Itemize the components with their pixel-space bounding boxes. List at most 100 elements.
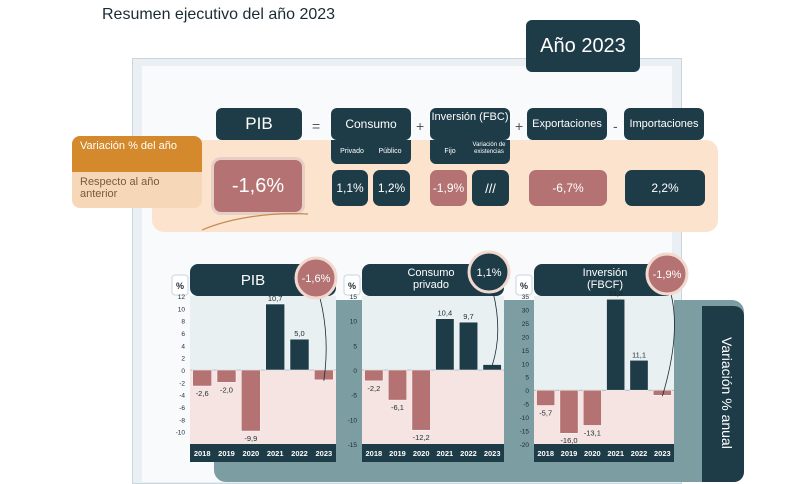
side-legend-top: Variación % del año: [72, 136, 202, 172]
chart2-bar-2020: [411, 369, 431, 431]
consumo-sub-privado: Privado: [340, 148, 364, 155]
operator-plus-2: +: [515, 118, 524, 134]
chart3-x-tick-2023: 2023: [654, 449, 671, 458]
operator-equals: =: [312, 118, 321, 134]
chart2-badge-label: 1,1%: [476, 267, 501, 279]
chart3-negative-area: [534, 390, 674, 444]
chart2-tick-6: -15: [348, 442, 358, 449]
chart2-tick-2: 5: [353, 343, 357, 350]
chart2-data-label-2021: 10,4: [438, 309, 453, 318]
chart2-positive-area: [362, 296, 504, 370]
chart1-x-axis: [190, 444, 336, 462]
chart2-tick-3: 0: [353, 368, 357, 375]
chart1-data-label-2019: -2,0: [220, 385, 233, 394]
chart1-unit-label: %: [176, 281, 184, 291]
chart3-tick-7: 0: [525, 388, 529, 395]
chart1-x-tick-2023: 2023: [315, 449, 332, 458]
annual-variation-tab: [702, 306, 744, 482]
chart1-negative-area: [190, 370, 336, 444]
chart3-title-line2: (FBCF): [587, 279, 623, 291]
chart1-badge-circle: [294, 256, 338, 300]
chart1-x-tick-2019: 2019: [218, 449, 235, 458]
chart1-data-label-2021: 10,7: [268, 294, 283, 303]
chart1-x-tick-2021: 2021: [267, 449, 284, 458]
chart3-tick-11: -20: [520, 442, 530, 449]
chart2-data-label-2018: -2,2: [367, 384, 380, 393]
chart3-bar-2023: [652, 389, 672, 396]
chart3-bar-2018: [536, 389, 556, 406]
chart2-tick-0: 15: [350, 294, 358, 301]
chart2-title-line1: Consumo: [407, 267, 454, 279]
chart3-x-tick-2022: 2022: [631, 449, 648, 458]
chart1-tick-1: 10: [178, 306, 186, 313]
chart2-tick-5: -10: [348, 417, 358, 424]
side-legend-bottom: Respecto al año anterior: [72, 172, 202, 208]
chart3-x-tick-2019: 2019: [561, 449, 578, 458]
chart2-tick-4: -5: [351, 393, 357, 400]
chart3-badge-leader: [661, 293, 675, 397]
chart2-x-tick-2023: 2023: [484, 449, 501, 458]
chart2-x-tick-2020: 2020: [413, 449, 430, 458]
chart3-header: [534, 264, 674, 296]
inversion-fijo-value: -1,9%: [430, 170, 467, 206]
chart2-tick-1: 10: [350, 319, 358, 326]
chart1-bar-2021: [265, 303, 285, 371]
chart1-data-label-2022: 5,0: [294, 329, 304, 338]
consumo-sub-publico: Público: [378, 148, 402, 155]
chart2-data-label-2022: 9,7: [463, 312, 473, 321]
chart1-x-tick-2022: 2022: [291, 449, 308, 458]
chart2-title-line2: privado: [413, 279, 449, 291]
chart3-tick-0: 35: [522, 294, 530, 301]
chart2-x-tick-2021: 2021: [436, 449, 453, 458]
chart2-x-axis: [362, 444, 504, 462]
chart3-bar-2022: [629, 360, 649, 391]
chart3-tick-1: 30: [522, 307, 530, 314]
operator-minus: -: [613, 118, 618, 134]
chart2-x-tick-2022: 2022: [460, 449, 477, 458]
inversion-sub-existencias: Variación de existencias: [472, 142, 506, 155]
chart1-tick-8: -4: [179, 393, 185, 400]
chart1-tick-3: 6: [181, 331, 185, 338]
inversion-sub-fijo: Fijo: [444, 148, 456, 155]
chart2-badge-circle: [467, 250, 511, 294]
chart1-unit-box: [171, 274, 189, 296]
chart3-data-label-2022: 11,1: [632, 350, 646, 359]
chart3-bar-2019: [559, 389, 579, 434]
chart3-tick-9: -10: [520, 415, 530, 422]
chart1-tick-2: 8: [181, 319, 185, 326]
consumo-publico-value: 1,2%: [373, 170, 410, 206]
chart2-bar-2022: [459, 321, 478, 371]
chart3-data-label-2020: -13,1: [584, 428, 601, 437]
chart1-x-tick-2018: 2018: [194, 449, 211, 458]
chart3-tick-3: 20: [522, 334, 530, 341]
inversion-subheader: [430, 140, 510, 164]
chart2-bar-2021: [435, 318, 455, 371]
consumo-subheader: [331, 140, 411, 164]
chart2-negative-area: [362, 370, 504, 444]
chart2-x-tick-2018: 2018: [365, 449, 382, 458]
chart3-badge-label: -1,9%: [653, 269, 682, 281]
chart3-data-label-2019: -16,0: [560, 436, 577, 445]
chart3-title-line1: Inversión: [583, 267, 628, 279]
chart2-bar-2018: [364, 369, 384, 382]
pib-header: PIB: [216, 108, 302, 140]
side-legend: Variación % del año Respecto al año ante…: [72, 136, 202, 208]
chart1-bar-2019: [216, 369, 237, 383]
chart3-bar-2020: [582, 389, 602, 426]
chart1-tick-7: -2: [179, 380, 185, 387]
chart1-badge-label: -1,6%: [302, 273, 331, 285]
chart3-x-axis: [534, 444, 674, 462]
chart1-tick-10: -8: [179, 417, 185, 424]
chart1-data-label-2018: -2,6: [196, 389, 209, 398]
chart1-data-label-2020: -9,9: [244, 434, 257, 443]
chart3-tick-8: -5: [523, 402, 529, 409]
year-badge: Año 2023: [526, 20, 640, 72]
chart2-bar-2019: [388, 369, 407, 401]
exportaciones-header: Exportaciones: [527, 108, 607, 140]
chart1-tick-5: 2: [181, 356, 185, 363]
chart2-data-label-2020: -12,2: [413, 433, 430, 442]
chart1-tick-4: 4: [181, 343, 185, 350]
chart3-data-label-2021: 33,8: [608, 289, 623, 298]
chart2-unit-box: [343, 274, 361, 296]
